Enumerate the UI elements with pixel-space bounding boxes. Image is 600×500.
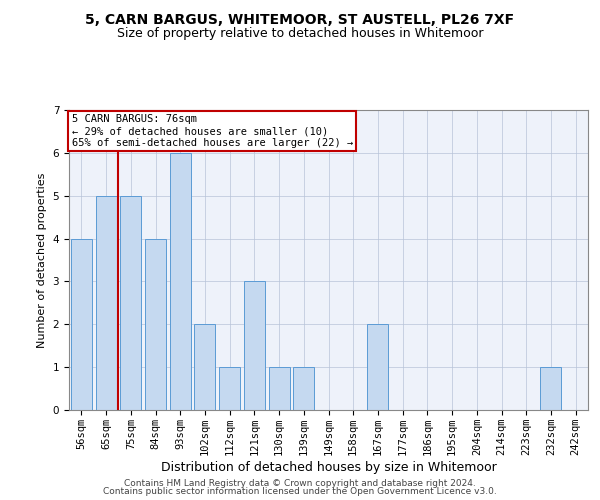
Bar bbox=[120, 196, 141, 410]
Bar bbox=[541, 367, 562, 410]
Text: Contains HM Land Registry data © Crown copyright and database right 2024.: Contains HM Land Registry data © Crown c… bbox=[124, 478, 476, 488]
Text: 5, CARN BARGUS, WHITEMOOR, ST AUSTELL, PL26 7XF: 5, CARN BARGUS, WHITEMOOR, ST AUSTELL, P… bbox=[85, 12, 515, 26]
Y-axis label: Number of detached properties: Number of detached properties bbox=[37, 172, 47, 348]
Bar bbox=[145, 238, 166, 410]
Bar bbox=[219, 367, 240, 410]
Text: Contains public sector information licensed under the Open Government Licence v3: Contains public sector information licen… bbox=[103, 487, 497, 496]
Bar bbox=[367, 324, 388, 410]
X-axis label: Distribution of detached houses by size in Whitemoor: Distribution of detached houses by size … bbox=[161, 460, 496, 473]
Bar bbox=[244, 282, 265, 410]
Bar bbox=[95, 196, 116, 410]
Text: Size of property relative to detached houses in Whitemoor: Size of property relative to detached ho… bbox=[117, 28, 483, 40]
Bar bbox=[194, 324, 215, 410]
Bar bbox=[269, 367, 290, 410]
Text: 5 CARN BARGUS: 76sqm
← 29% of detached houses are smaller (10)
65% of semi-detac: 5 CARN BARGUS: 76sqm ← 29% of detached h… bbox=[71, 114, 353, 148]
Bar bbox=[293, 367, 314, 410]
Bar bbox=[71, 238, 92, 410]
Bar bbox=[170, 153, 191, 410]
